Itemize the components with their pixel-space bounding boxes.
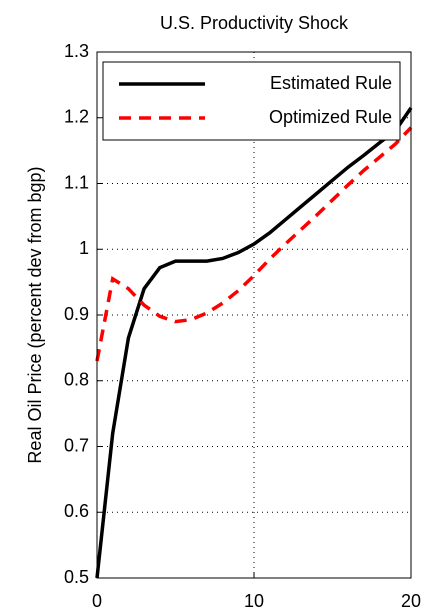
y-tick-label: 0.6 [64,501,89,521]
legend-label: Estimated Rule [270,73,392,93]
y-tick-label: 0.7 [64,435,89,455]
y-tick-label: 0.5 [64,567,89,587]
chart-title: U.S. Productivity Shock [160,13,349,33]
y-tick-label: 1.1 [64,172,89,192]
legend-label: Optimized Rule [269,107,392,127]
y-tick-label: 1.2 [64,107,89,127]
y-tick-label: 0.9 [64,304,89,324]
y-tick-label: 0.8 [64,370,89,390]
y-tick-label: 1 [79,238,89,258]
x-tick-label: 10 [244,591,264,611]
y-tick-label: 1.3 [64,41,89,61]
x-tick-label: 0 [92,591,102,611]
axes-frame [96,51,412,579]
line-series [95,126,413,362]
line-series [95,106,413,579]
x-tick-label: 20 [401,591,421,611]
y-axis-label: Real Oil Price (percent dev from bgp) [25,166,45,463]
legend-box [102,61,401,141]
